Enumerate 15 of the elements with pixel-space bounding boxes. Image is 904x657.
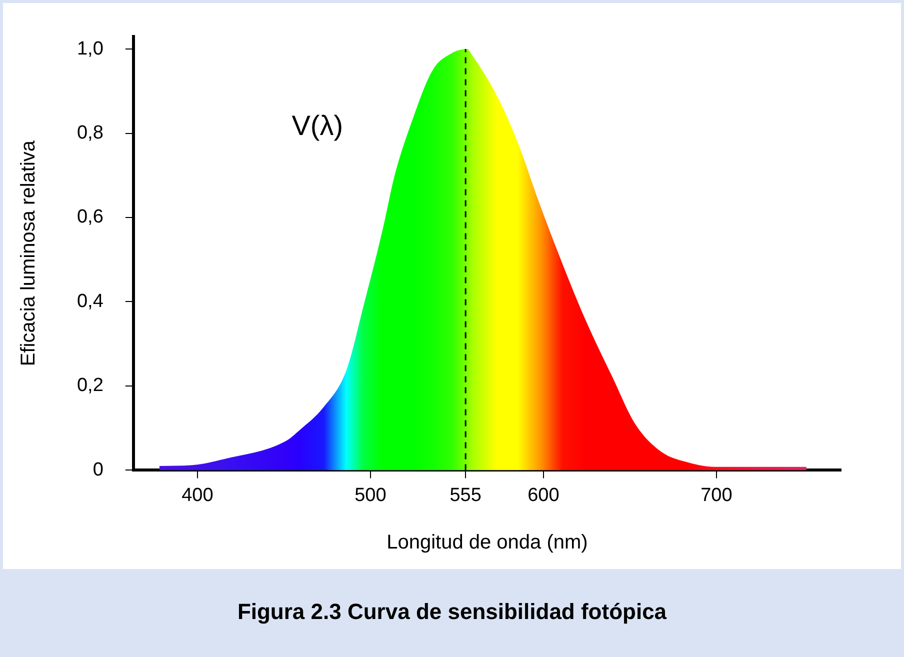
y-tick-label: 1,0 (76, 38, 104, 60)
text: Figura 2.3 Curva de sensibilidad fotópica (237, 598, 667, 624)
x-axis-title: Longitud de onda (nm) (386, 532, 588, 554)
x-tick-label: 500 (354, 484, 386, 506)
y-tick-label: 0 (92, 459, 104, 480)
x-tick-label: 700 (700, 484, 732, 506)
x-tick-label: 600 (528, 484, 560, 506)
y-axis-title: Eficacia luminosa relativa (18, 140, 40, 366)
x-tick-label: 555 (450, 484, 482, 506)
x-tick-label: 400 (182, 484, 214, 506)
y-tick-label: 0,4 (76, 290, 104, 312)
y-tick-label: 0,6 (76, 206, 104, 228)
y-tick-label: 0,8 (76, 122, 104, 144)
y-tick-label: 0,2 (76, 375, 104, 396)
annotation: V(λ) (292, 110, 344, 142)
